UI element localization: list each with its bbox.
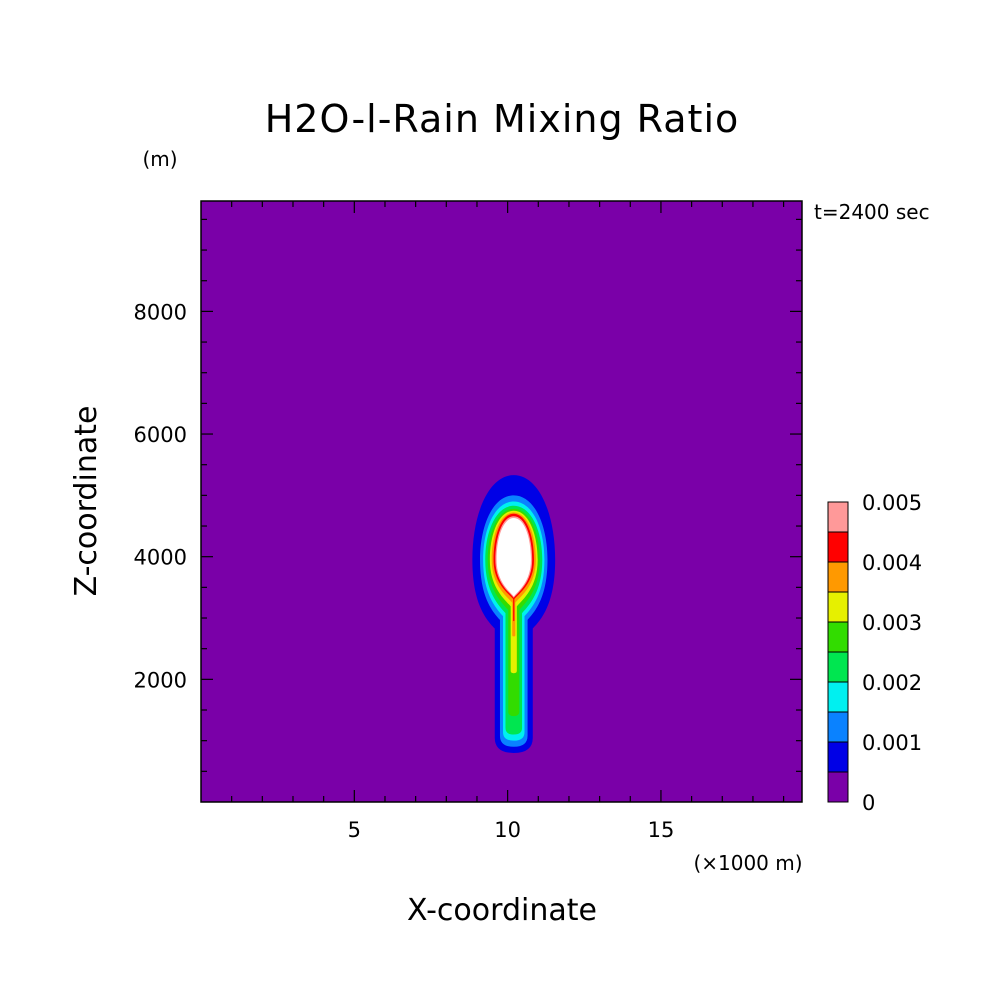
- y-axis-label: Z-coordinate: [69, 406, 104, 597]
- x-tick-label: 10: [494, 818, 521, 842]
- colorbar-label: 0.004: [862, 551, 922, 575]
- chart-title: H2O-l-Rain Mixing Ratio: [265, 97, 740, 141]
- x-unit-label: (×1000 m): [693, 851, 802, 875]
- y-unit-label: (m): [142, 147, 177, 171]
- colorbar-swatch: [827, 561, 849, 593]
- colorbar-swatch: [827, 531, 849, 563]
- y-tick-label: 2000: [134, 668, 187, 692]
- x-tick-label: 15: [648, 818, 675, 842]
- colorbar-swatch: [827, 621, 849, 653]
- time-label: t=2400 sec: [814, 200, 930, 224]
- contour-band-10: [496, 518, 531, 603]
- colorbar-swatch: [827, 591, 849, 623]
- colorbar-label: 0.003: [862, 611, 922, 635]
- plot-frame: [200, 200, 803, 803]
- x-axis-label: X-coordinate: [407, 893, 597, 928]
- colorbar-label: 0.005: [862, 491, 922, 515]
- y-tick-label: 8000: [134, 300, 187, 324]
- colorbar-swatch: [827, 501, 849, 533]
- colorbar-swatch: [827, 741, 849, 773]
- colorbar: 0 0.001 0.002 0.003 0.004 0.005: [827, 491, 922, 815]
- plot-axes: [200, 200, 803, 803]
- colorbar-swatch: [827, 771, 849, 803]
- colorbar-label: 0.002: [862, 671, 922, 695]
- y-tick-label: 6000: [134, 423, 187, 447]
- tick-labels: 5 10 15 2000 4000 6000 8000: [134, 300, 675, 842]
- x-tick-label: 5: [348, 818, 361, 842]
- colorbar-swatch: [827, 651, 849, 683]
- colorbar-label: 0.001: [862, 731, 922, 755]
- colorbar-label: 0: [862, 791, 875, 815]
- colorbar-swatch: [827, 711, 849, 743]
- colorbar-swatch: [827, 681, 849, 713]
- contour-fills: [472, 475, 556, 753]
- y-tick-label: 4000: [134, 546, 187, 570]
